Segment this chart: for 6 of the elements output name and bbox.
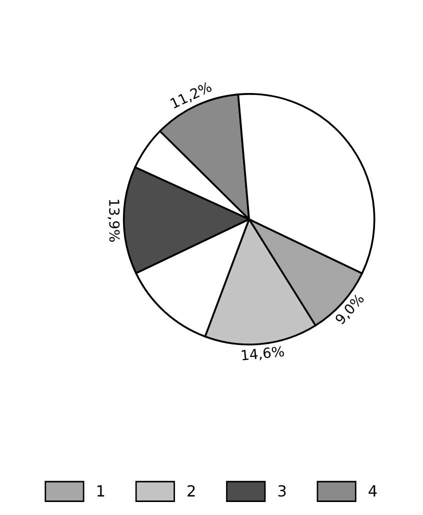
data-label: 13,9%	[108, 200, 120, 242]
legend-label: 2	[188, 485, 195, 496]
legend-label: 3	[278, 485, 286, 497]
legend-label: 1	[97, 485, 104, 496]
data-label: 14,6%	[242, 346, 284, 362]
legend-label: 4	[368, 485, 377, 496]
